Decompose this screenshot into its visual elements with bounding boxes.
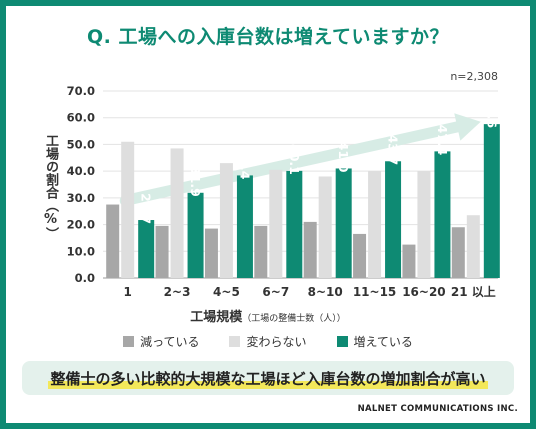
bar-decreasing xyxy=(353,233,367,278)
bar-increasing xyxy=(236,175,253,278)
sample-size-note: n=2,308 xyxy=(450,70,498,83)
legend-label-increasing: 増えている xyxy=(353,335,413,349)
bar-decreasing xyxy=(204,228,218,278)
legend-swatch-unchanged xyxy=(229,336,241,347)
bar-unchanged xyxy=(121,141,135,278)
bar-unchanged xyxy=(368,171,382,278)
legend: 減っている 変わらない 増えている xyxy=(0,333,536,350)
x-tick-label: 6~7 xyxy=(262,285,289,299)
y-tick-label: 20.0 xyxy=(67,218,95,232)
bar-decreasing xyxy=(155,225,169,278)
data-label: 40.1 xyxy=(287,144,302,175)
legend-item-increasing: 増えている xyxy=(336,333,413,350)
legend-label-unchanged: 変わらない xyxy=(246,335,307,349)
legend-swatch-increasing xyxy=(336,336,348,347)
bar-increasing xyxy=(138,220,155,278)
x-tick-label: 4~5 xyxy=(213,285,240,299)
bar-increasing xyxy=(335,168,352,278)
y-tick-label: 30.0 xyxy=(67,191,95,205)
x-tick-label: 16~20 xyxy=(402,285,445,299)
legend-item-decreasing: 減っている xyxy=(123,333,199,350)
bar-decreasing xyxy=(106,204,120,278)
bar-unchanged xyxy=(417,171,431,278)
x-axis-label: 工場規模（工場の整備士数（人）） xyxy=(0,306,536,325)
bar-decreasing xyxy=(402,244,416,278)
y-tick-label: 10.0 xyxy=(67,244,95,258)
data-label: 43.7 xyxy=(386,134,401,165)
bar-unchanged xyxy=(219,163,233,278)
data-label: 57.6 xyxy=(484,97,499,128)
bar-unchanged xyxy=(269,169,283,278)
bar-unchanged xyxy=(318,176,332,278)
legend-item-unchanged: 変わらない xyxy=(229,333,307,350)
legend-swatch-decreasing xyxy=(123,336,135,347)
data-label: 21.7 xyxy=(139,193,154,224)
data-label: 41.0 xyxy=(336,142,351,173)
data-label: 31.9 xyxy=(188,166,203,197)
summary-banner: 整備士の多い比較的大規模な工場ほど入庫台数の増加割合が高い xyxy=(22,361,514,395)
x-axis-label-main: 工場規模 xyxy=(190,310,243,325)
bar-increasing xyxy=(385,161,402,278)
bar-increasing xyxy=(286,170,303,278)
y-tick-label: 40.0 xyxy=(67,164,95,178)
x-tick-label: 21 以上 xyxy=(451,284,496,299)
chart-title: Q. 工場への入庫台数は増えていますか？ xyxy=(86,26,450,48)
x-axis-label-sub: （工場の整備士数（人）） xyxy=(242,314,346,324)
y-tick-label: 0.0 xyxy=(75,271,95,285)
bar-increasing xyxy=(187,192,204,278)
y-tick-label: 50.0 xyxy=(67,137,95,151)
bar-decreasing xyxy=(254,225,268,278)
bar-unchanged xyxy=(170,148,184,278)
x-tick-label: 1 xyxy=(124,285,132,299)
trend-arrow-head xyxy=(454,113,481,141)
bar-decreasing xyxy=(303,221,317,278)
x-tick-label: 2~3 xyxy=(164,285,191,299)
x-tick-label: 11~15 xyxy=(353,285,396,299)
data-label: 38.4 xyxy=(237,149,252,180)
bar-increasing xyxy=(483,124,500,278)
bar-decreasing xyxy=(451,227,465,278)
y-tick-label: 60.0 xyxy=(67,111,95,125)
bar-increasing xyxy=(434,151,451,278)
bar-unchanged xyxy=(466,215,480,278)
y-axis-label: 工場の割合（%） xyxy=(43,134,58,240)
data-label: 47.4 xyxy=(435,125,450,156)
x-tick-label: 8~10 xyxy=(308,285,343,299)
summary-text: 整備士の多い比較的大規模な工場ほど入庫台数の増加割合が高い xyxy=(48,367,488,389)
y-tick-label: 70.0 xyxy=(67,84,95,98)
company-credit: NALNET COMMUNICATIONS INC. xyxy=(357,404,518,414)
legend-label-decreasing: 減っている xyxy=(140,335,200,349)
